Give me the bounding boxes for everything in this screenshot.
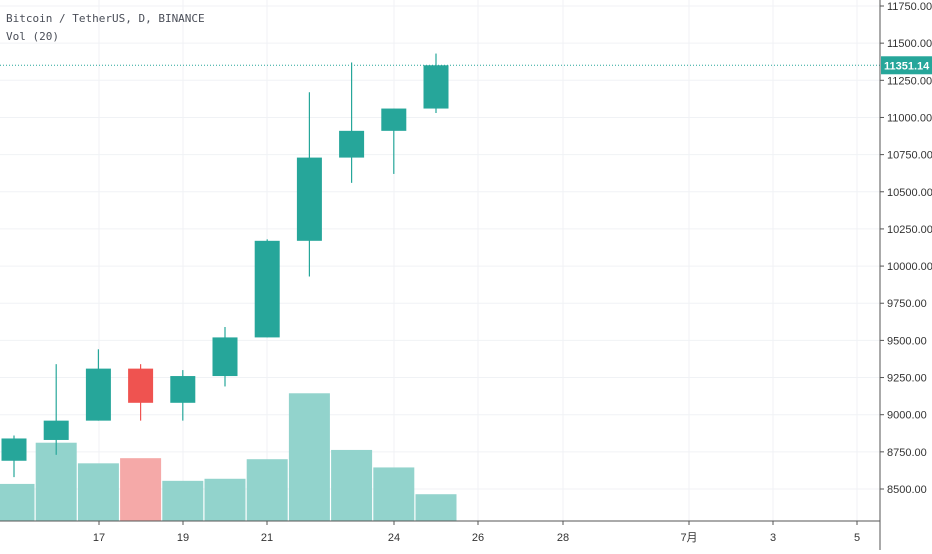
volume-bar <box>77 463 119 521</box>
candle-body <box>339 130 365 158</box>
volume-bar <box>0 483 35 521</box>
last-price-label: 11351.14 <box>884 60 930 72</box>
y-tick-label: 11000.00 <box>887 112 932 124</box>
candle-body <box>296 157 322 241</box>
y-tick-label: 9750.00 <box>887 298 927 310</box>
volume-bar <box>331 449 373 521</box>
y-tick-label: 10750.00 <box>887 150 932 162</box>
x-tick-label: 7月 <box>680 532 697 544</box>
volume-bar <box>415 494 457 521</box>
x-tick-label: 21 <box>261 532 273 544</box>
volume-bar <box>35 442 77 521</box>
volume-bar <box>246 459 288 521</box>
x-tick-label: 17 <box>93 532 105 544</box>
y-tick-label: 11500.00 <box>887 38 932 50</box>
candle-body <box>85 368 111 421</box>
candle-body <box>170 376 196 403</box>
volume-bar <box>204 478 246 521</box>
x-tick-label: 3 <box>770 532 776 544</box>
y-tick-label: 10500.00 <box>887 187 932 199</box>
x-tick-label: 26 <box>472 532 484 544</box>
candle-body <box>43 420 69 440</box>
y-tick-label: 10000.00 <box>887 261 932 273</box>
volume-bar <box>288 393 330 521</box>
candle-body <box>423 65 449 109</box>
y-tick-label: 9000.00 <box>887 410 927 422</box>
x-tick-label: 19 <box>177 532 189 544</box>
x-tick-label: 28 <box>557 532 569 544</box>
y-tick-label: 11750.00 <box>887 1 932 13</box>
x-tick-label: 5 <box>854 532 860 544</box>
candle-body <box>212 337 238 377</box>
candle-body <box>1 438 27 461</box>
candle-body <box>128 368 154 403</box>
y-tick-label: 9500.00 <box>887 335 927 347</box>
volume-bar <box>120 458 162 521</box>
y-tick-label: 9250.00 <box>887 373 927 385</box>
y-tick-label: 8500.00 <box>887 484 927 496</box>
candle-body <box>254 240 280 338</box>
y-tick-label: 10250.00 <box>887 224 932 236</box>
chart-legend: Bitcoin / TetherUS, D, BINANCE Vol (20) <box>6 10 205 46</box>
candle-body <box>381 108 407 131</box>
volume-bar <box>162 480 204 521</box>
volume-legend[interactable]: Vol (20) <box>6 30 59 43</box>
x-tick-label: 24 <box>388 532 400 544</box>
volume-bar <box>373 467 415 521</box>
last-price-badge <box>881 56 932 75</box>
symbol-legend[interactable]: Bitcoin / TetherUS, D, BINANCE <box>6 12 205 25</box>
y-tick-label: 11250.00 <box>887 75 932 87</box>
y-tick-label: 8750.00 <box>887 447 927 459</box>
